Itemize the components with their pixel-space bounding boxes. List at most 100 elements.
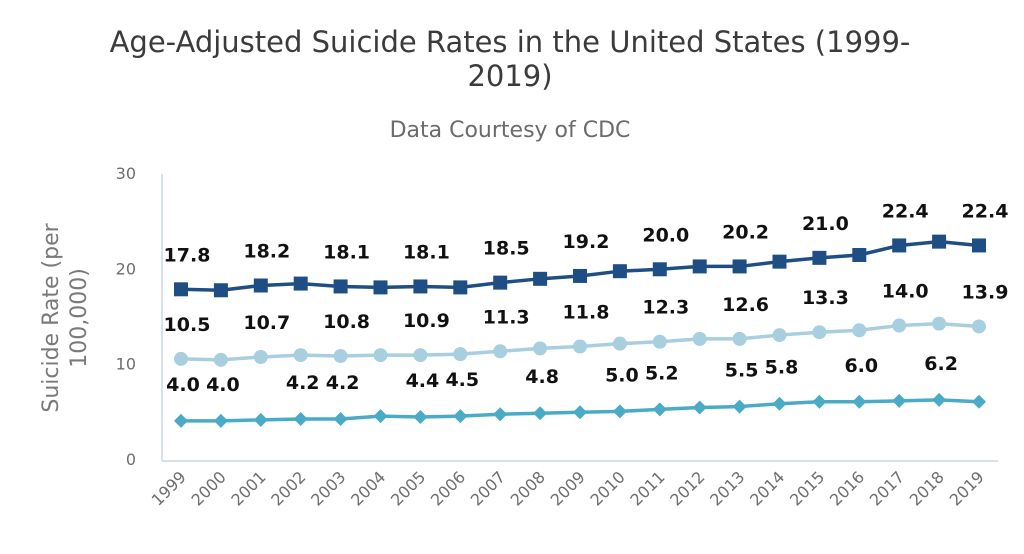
data-label: 4.2 — [326, 372, 360, 394]
data-label: 5.8 — [765, 357, 799, 379]
x-tick-label: 2005 — [387, 467, 429, 509]
y-tick-label: 20 — [116, 259, 136, 278]
x-tick-label: 2019 — [946, 467, 988, 509]
data-label: 13.3 — [802, 287, 849, 309]
data-point-square — [253, 278, 268, 293]
data-label: 4.0 — [166, 374, 200, 396]
data-point-circle — [772, 328, 787, 343]
x-tick-label: 2004 — [347, 467, 389, 509]
data-point-diamond — [493, 407, 508, 422]
x-tick-label: 2001 — [227, 467, 269, 509]
data-point-square — [413, 279, 428, 294]
data-label: 20.2 — [722, 221, 769, 243]
y-axis-label-line-1: Suicide Rate (per — [39, 222, 64, 412]
y-axis-label: Suicide Rate (per 100,000) — [39, 222, 92, 412]
data-point-square — [892, 238, 907, 253]
data-label: 4.4 — [406, 370, 440, 392]
data-point-diamond — [333, 411, 348, 426]
data-point-circle — [413, 348, 428, 363]
data-point-circle — [533, 341, 548, 356]
data-label: 10.9 — [403, 310, 450, 332]
data-label: 21.0 — [802, 213, 849, 235]
data-point-square — [533, 271, 548, 286]
data-label: 14.0 — [882, 281, 929, 303]
data-point-diamond — [253, 412, 268, 427]
data-point-square — [612, 264, 627, 279]
data-point-square — [972, 238, 986, 253]
data-label: 10.5 — [164, 314, 211, 336]
x-tick-label: 2003 — [307, 467, 349, 509]
data-point-square — [932, 234, 947, 249]
data-point-diamond — [413, 410, 428, 425]
data-point-circle — [852, 323, 867, 338]
x-tick-label: 2002 — [267, 467, 309, 509]
x-tick-label: 2013 — [706, 467, 748, 509]
data-label: 19.2 — [563, 231, 610, 253]
axes — [161, 174, 998, 462]
data-point-circle — [253, 349, 268, 364]
data-point-circle — [932, 316, 947, 331]
data-label: 10.8 — [323, 311, 370, 333]
y-ticks: 0 10 20 30 — [116, 164, 136, 469]
data-label: 4.5 — [445, 369, 479, 391]
data-label: 12.3 — [642, 297, 689, 319]
data-label: 4.0 — [206, 374, 240, 396]
data-label: 18.1 — [403, 241, 450, 263]
data-point-diamond — [533, 406, 548, 421]
data-point-square — [573, 268, 587, 283]
data-point-square — [652, 262, 667, 277]
data-label: 11.3 — [483, 306, 530, 328]
data-point-circle — [812, 325, 827, 340]
data-point-square — [373, 280, 388, 295]
series-group — [174, 234, 986, 428]
x-tick-label: 2014 — [746, 467, 788, 509]
data-label: 4.8 — [525, 366, 559, 388]
data-point-circle — [453, 347, 468, 362]
data-point-circle — [573, 339, 587, 354]
data-point-diamond — [772, 396, 787, 411]
data-label: 18.5 — [483, 238, 530, 260]
data-point-diamond — [892, 393, 907, 408]
data-point-square — [772, 254, 787, 269]
x-tick-label: 2009 — [547, 467, 589, 509]
x-tick-label: 2016 — [826, 467, 868, 509]
data-point-diamond — [373, 409, 388, 424]
data-label: 11.8 — [563, 302, 610, 324]
data-point-circle — [732, 331, 747, 346]
data-point-square — [732, 259, 747, 274]
data-label: 12.6 — [722, 294, 769, 316]
data-label: 22.4 — [962, 200, 1009, 222]
data-label: 22.4 — [882, 200, 929, 222]
data-point-circle — [892, 318, 907, 333]
data-point-circle — [493, 344, 508, 359]
data-point-diamond — [612, 404, 627, 419]
data-point-circle — [333, 349, 348, 364]
data-label: 17.8 — [164, 244, 211, 266]
x-tick-label: 1999 — [148, 467, 190, 509]
x-tick-label: 2017 — [866, 467, 908, 509]
data-label: 6.2 — [924, 353, 958, 375]
data-point-square — [293, 276, 308, 291]
x-tick-label: 2012 — [666, 467, 708, 509]
data-point-circle — [692, 331, 707, 346]
data-point-circle — [652, 334, 667, 349]
series-overall — [174, 316, 986, 367]
data-point-square — [213, 283, 228, 298]
x-tick-label: 2010 — [587, 467, 629, 509]
data-point-diamond — [972, 394, 986, 409]
y-axis-label-line-2: 100,000) — [67, 268, 92, 368]
data-point-square — [333, 279, 348, 294]
y-tick-label: 30 — [116, 164, 136, 183]
data-point-circle — [373, 348, 388, 363]
data-label: 4.2 — [286, 372, 320, 394]
chart-title-line-2: 2019) — [467, 59, 552, 93]
series-female — [174, 392, 986, 428]
x-tick-label: 2011 — [626, 467, 668, 509]
data-point-diamond — [293, 411, 308, 426]
data-point-square — [453, 280, 468, 295]
data-label: 5.5 — [725, 360, 759, 382]
y-tick-label: 0 — [126, 450, 136, 469]
data-label: 13.9 — [962, 281, 1009, 303]
data-label: 6.0 — [844, 355, 878, 377]
data-point-circle — [293, 348, 308, 363]
